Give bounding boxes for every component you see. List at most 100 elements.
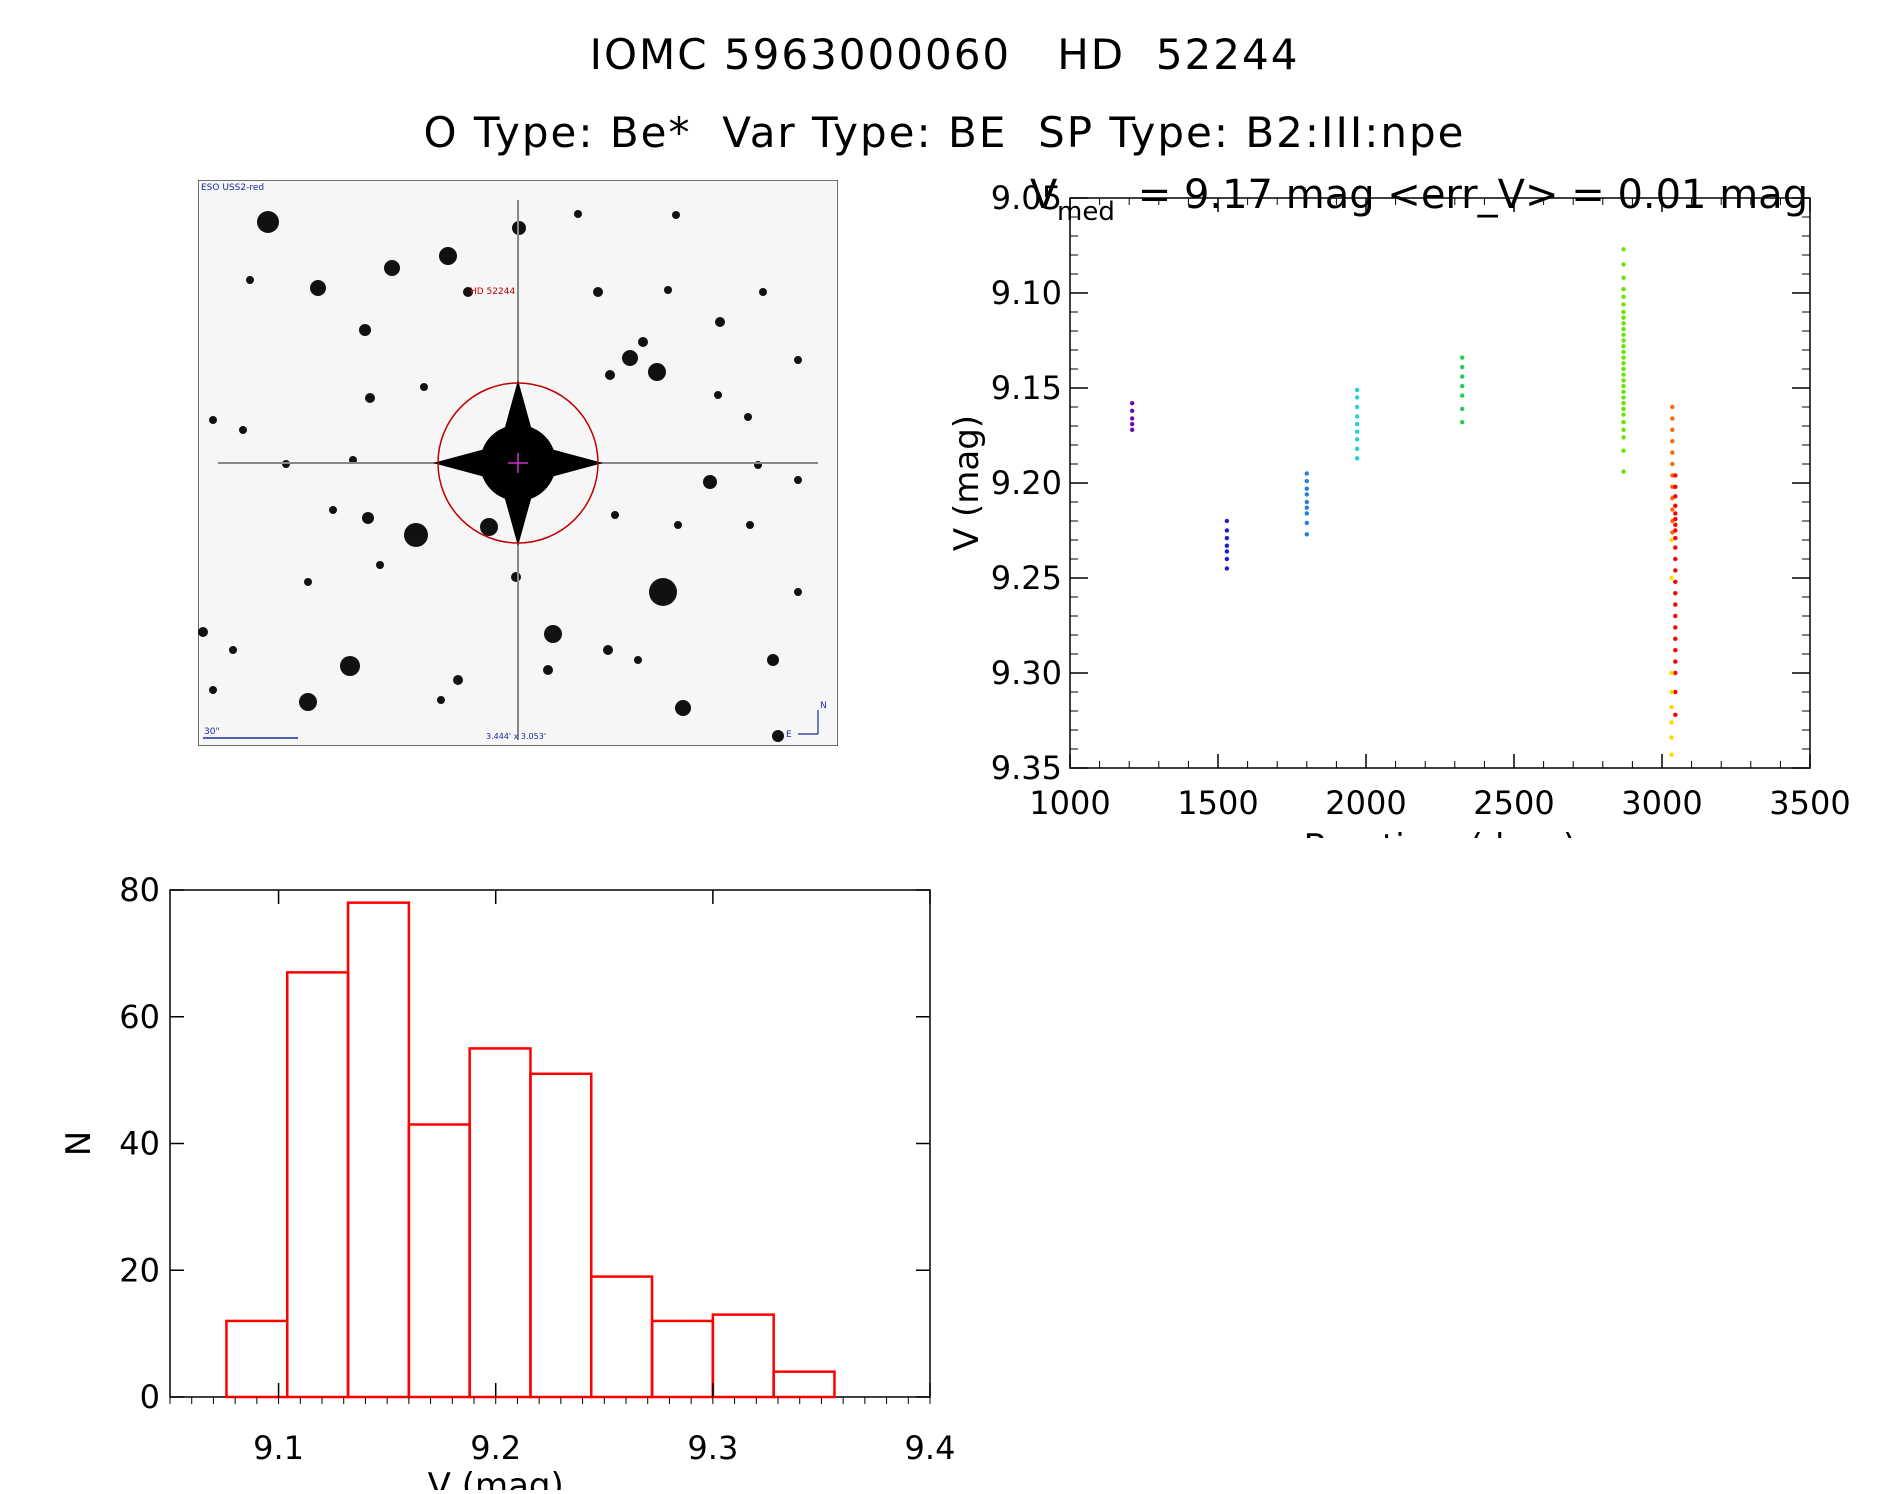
- finder-star: [239, 426, 247, 434]
- lc-point: [1673, 568, 1678, 573]
- finder-star: [362, 512, 374, 524]
- hist-y-axis-label: N: [60, 1131, 99, 1156]
- lc-point: [1354, 421, 1360, 427]
- compass-n-label: N: [820, 701, 827, 711]
- finder-star: [759, 288, 767, 296]
- lc-x-tick-label: 1000: [1029, 784, 1110, 822]
- lc-y-tick-label: 9.35: [991, 749, 1062, 787]
- figure-title: IOMC 5963000060 HD 52244: [589, 30, 1300, 79]
- lc-point: [1669, 575, 1674, 581]
- finder-star: [794, 476, 802, 484]
- lc-point: [1621, 262, 1626, 267]
- lc-point: [1621, 355, 1626, 360]
- lc-point: [1129, 416, 1135, 421]
- lc-point: [1621, 302, 1626, 307]
- lc-x-tick-label: 3500: [1769, 784, 1850, 822]
- finder-star: [715, 317, 725, 327]
- lc-point: [1460, 393, 1465, 398]
- finder-star: [299, 693, 317, 711]
- hist-y-tick-label: 20: [119, 1251, 160, 1289]
- finder-star: [672, 211, 680, 219]
- lc-point: [1673, 516, 1678, 522]
- finder-star: [404, 523, 428, 547]
- finder-star: [746, 521, 754, 529]
- lc-point: [1621, 389, 1626, 394]
- lc-point: [1673, 535, 1678, 541]
- field-size-label: 3.444' x 3.053': [486, 732, 546, 741]
- lc-point: [1670, 416, 1675, 421]
- lc-point: [1673, 636, 1678, 641]
- lc-point: [1621, 378, 1626, 383]
- lc-title: V med = 9.17 mag <err_V> = 0.01 mag: [1030, 172, 1808, 227]
- hist-bar: [590, 1275, 654, 1399]
- finder-star: [511, 572, 521, 582]
- lc-point: [1670, 507, 1675, 512]
- finder-star: [376, 561, 384, 569]
- lc-point: [1621, 366, 1626, 372]
- hist-y-tick-label: 60: [119, 998, 160, 1036]
- finder-stars: [198, 210, 802, 742]
- finder-star: [674, 521, 682, 529]
- lc-point: [1673, 591, 1678, 596]
- hist-x-tick-label: 9.3: [687, 1429, 738, 1467]
- lc-point: [1673, 613, 1678, 619]
- lc-point: [1304, 511, 1309, 516]
- hist-bar: [529, 1072, 593, 1399]
- lc-point: [1621, 338, 1626, 343]
- lc-y-tick-label: 9.15: [991, 369, 1062, 407]
- hist-x-tick-label: 9.2: [470, 1429, 521, 1467]
- finder-star: [365, 393, 375, 403]
- hist-x-tick-label: 9.4: [905, 1429, 956, 1467]
- finder-star: [714, 391, 722, 399]
- finder-star: [772, 730, 784, 742]
- lc-series-epoch-7c: [1669, 537, 1674, 757]
- compass-e-label: E: [786, 730, 792, 740]
- lc-point: [1354, 414, 1360, 419]
- finder-star: [593, 287, 603, 297]
- lc-point: [1670, 439, 1675, 444]
- lc-point: [1129, 401, 1135, 406]
- lc-series-epoch-1: [1129, 401, 1135, 432]
- lc-point: [1673, 503, 1678, 508]
- lc-point: [1673, 511, 1678, 516]
- finder-star: [198, 627, 208, 637]
- finder-star: [453, 675, 463, 685]
- finder-star: [384, 260, 400, 276]
- lc-point: [1673, 579, 1678, 584]
- hist-x-tick-label: 9.1: [253, 1429, 304, 1467]
- lc-point: [1673, 659, 1678, 664]
- finder-star: [622, 350, 638, 366]
- finder-star: [304, 578, 312, 586]
- lc-series-epoch-6: [1621, 247, 1626, 474]
- finder-star: [611, 511, 619, 519]
- lc-point: [1621, 395, 1626, 400]
- finder-star: [340, 656, 360, 676]
- lc-point: [1669, 670, 1674, 676]
- lc-point: [1670, 461, 1675, 467]
- lc-point: [1621, 427, 1626, 432]
- lc-series-epoch-5: [1460, 355, 1465, 425]
- lc-title-sub: med: [1057, 197, 1115, 227]
- finder-star: [648, 363, 666, 381]
- lc-point: [1304, 520, 1309, 526]
- lc-point: [1673, 625, 1678, 630]
- hist-y-tick-label: 0: [140, 1378, 160, 1416]
- lc-point: [1670, 404, 1675, 410]
- finder-star: [544, 625, 562, 643]
- finder-star: [463, 287, 473, 297]
- lc-series-epoch-7b: [1673, 473, 1678, 717]
- lc-point: [1673, 522, 1678, 527]
- lc-point: [1460, 420, 1465, 425]
- lc-point: [1224, 556, 1230, 562]
- lc-point: [1621, 372, 1626, 377]
- finder-star: [437, 696, 445, 704]
- target-circle: [437, 382, 599, 544]
- lc-point: [1621, 420, 1626, 425]
- lc-series-epoch-4: [1354, 387, 1360, 461]
- lc-point: [1224, 566, 1230, 571]
- finder-star: [649, 578, 677, 606]
- lc-point: [1669, 735, 1674, 740]
- lc-point: [1621, 294, 1626, 299]
- lc-point: [1673, 484, 1678, 489]
- finder-star: [638, 337, 648, 347]
